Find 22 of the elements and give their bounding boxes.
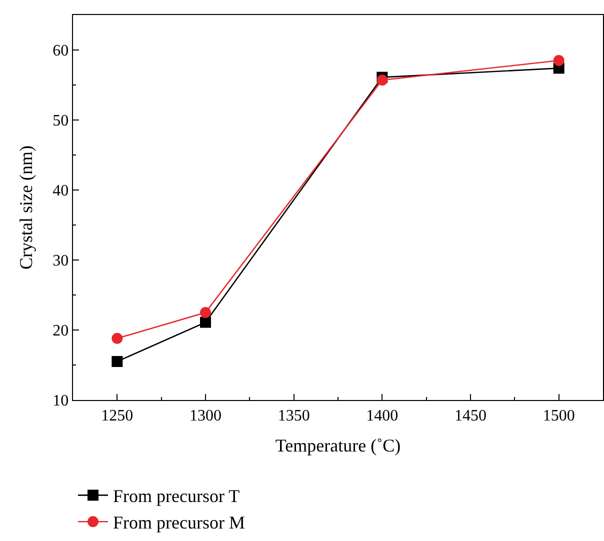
x-tick-label: 1400 xyxy=(366,407,398,424)
point xyxy=(200,316,211,328)
y-axis-title: Crystal size (nm) xyxy=(16,146,36,270)
x-tick-label: 1450 xyxy=(454,407,486,424)
x-tick-label: 1250 xyxy=(101,407,134,424)
legend-label: From precursor M xyxy=(113,512,245,533)
y-tick-label: 60 xyxy=(52,42,69,60)
y-tick-label: 40 xyxy=(52,182,69,200)
y-tick-label: 20 xyxy=(52,322,69,340)
x-tick-label: 1300 xyxy=(190,407,222,424)
y-tick-label: 50 xyxy=(52,112,69,130)
legend-label: From precursor T xyxy=(113,486,240,506)
point xyxy=(112,356,123,367)
x-tick-label: 1350 xyxy=(278,407,310,424)
point xyxy=(553,55,564,66)
x-tick-label: 1500 xyxy=(542,407,575,424)
point xyxy=(376,74,388,86)
y-tick-label: 30 xyxy=(52,252,69,270)
y-tick-label: 10 xyxy=(52,392,69,410)
point xyxy=(112,332,123,344)
x-axis-title: Temperature (˚C) xyxy=(275,435,401,456)
point xyxy=(200,307,211,318)
